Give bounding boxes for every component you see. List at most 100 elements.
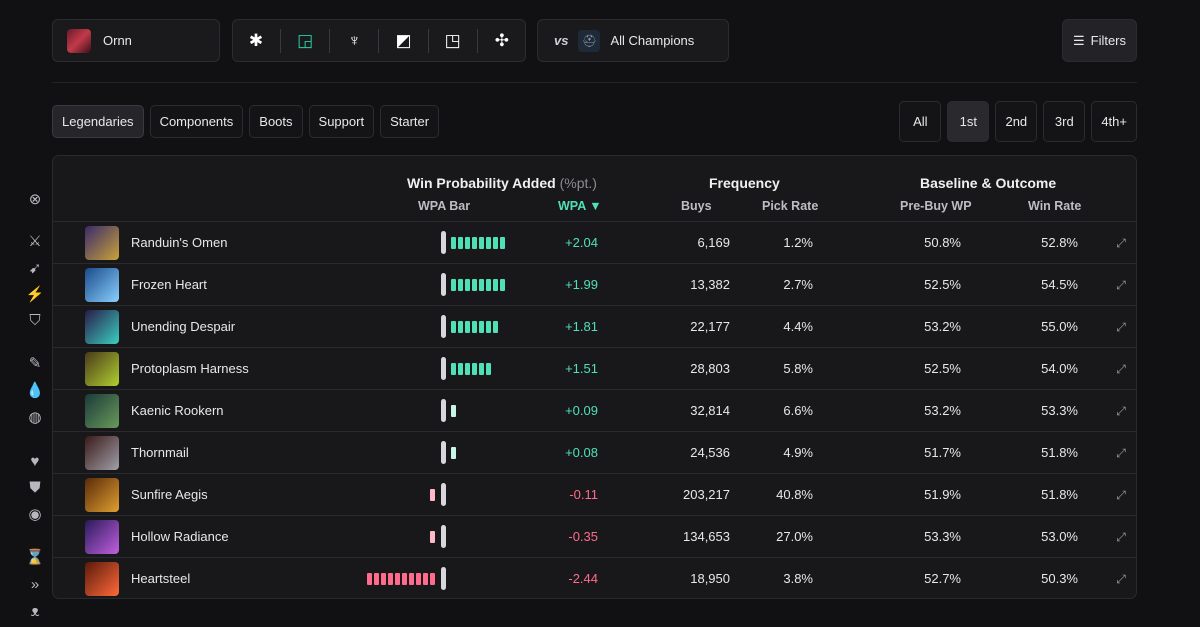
pre-buy-wp-header[interactable]: Pre-Buy WP [900, 199, 972, 213]
ability-haste-icon[interactable]: ⌛ [25, 549, 45, 566]
item-category-tabs: Legendaries Components Boots Support Starter [52, 105, 440, 138]
item-icon [85, 310, 119, 344]
wpa-bar-segment [430, 489, 435, 501]
move-speed-icon[interactable]: » [30, 576, 40, 593]
role-separator [280, 28, 282, 53]
wpa-bar-segment [486, 363, 491, 375]
order-tab-4th-plus[interactable]: 4th+ [1091, 101, 1137, 142]
champion-selector[interactable]: Ornn [52, 19, 220, 62]
health-icon[interactable]: ♥ [30, 453, 40, 470]
filters-button[interactable]: ☰ Filters [1062, 19, 1137, 62]
sliders-icon: ☰ [1072, 32, 1085, 48]
item-name: Kaenic Rookern [131, 403, 224, 418]
pick-rate-value: 1.2% [783, 235, 813, 250]
wpa-zero-axis [441, 525, 446, 548]
buys-header[interactable]: Buys [681, 199, 712, 213]
frequency-group-header: Frequency [709, 175, 780, 191]
wpa-zero-axis [441, 315, 446, 338]
wpa-bar-segment [493, 321, 498, 333]
attack-damage-icon[interactable]: ⚔ [28, 233, 42, 250]
order-tab-all[interactable]: All [899, 101, 942, 142]
wpa-value: -2.44 [568, 571, 598, 586]
item-icon [85, 268, 119, 302]
top-lane-icon[interactable]: ◲ [297, 30, 314, 50]
tab-boots[interactable]: Boots [249, 105, 303, 138]
armor-pen-icon[interactable]: ⛉ [29, 312, 41, 329]
table-row[interactable]: Kaenic Rookern +0.09 32,814 6.6% 53.2% 53.3% ⤢ [53, 389, 1136, 431]
tab-components[interactable]: Components [149, 105, 244, 138]
wpa-group-header: Win Probability Added (%pt.) [407, 175, 597, 191]
table-row[interactable]: Thornmail +0.08 24,536 4.9% 51.7% 51.8% ⤢ [53, 431, 1136, 473]
pick-rate-value: 4.4% [783, 319, 813, 334]
expand-icon[interactable]: ⤢ [1116, 236, 1126, 250]
bot-lane-icon[interactable]: ◳ [444, 30, 461, 50]
ability-power-icon[interactable]: ✎ [28, 355, 42, 372]
expand-icon[interactable]: ⤢ [1116, 488, 1126, 502]
champion-name: Ornn [103, 33, 132, 48]
wpa-bar-segment [416, 573, 421, 585]
table-row[interactable]: Protoplasm Harness +1.51 28,803 5.8% 52.5% 54… [53, 347, 1136, 389]
buys-value: 24,536 [690, 445, 730, 460]
order-tab-1st[interactable]: 1st [947, 101, 990, 142]
order-tab-2nd[interactable]: 2nd [995, 101, 1038, 142]
wpa-zero-axis [441, 567, 446, 590]
attack-speed-icon[interactable]: ➹ [28, 260, 42, 277]
table-row[interactable]: Heartsteel -2.44 18,950 3.8% 52.7% 50.3% ⤢ [53, 557, 1136, 598]
table-row[interactable]: Hollow Radiance -0.35 134,653 27.0% 53.3% 53.… [53, 515, 1136, 557]
armor-icon[interactable]: ⛊ [29, 479, 41, 496]
wpa-value: -0.35 [568, 529, 598, 544]
win-rate-header[interactable]: Win Rate [1028, 199, 1082, 213]
pick-rate-value: 6.6% [783, 403, 813, 418]
win-rate-value: 52.8% [1041, 235, 1078, 250]
tab-legendaries[interactable]: Legendaries [52, 105, 144, 138]
table-row[interactable]: Frozen Heart +1.99 13,382 2.7% 52.5% 54.5% ⤢ [53, 263, 1136, 305]
opponent-selector[interactable]: vs ⛑ All Champions [537, 19, 729, 62]
table-row[interactable]: Randuin's Omen +2.04 6,169 1.2% 50.8% 52.8% ⤢ [53, 221, 1136, 263]
tab-starter[interactable]: Starter [380, 105, 440, 138]
expand-icon[interactable]: ⤢ [1116, 320, 1126, 334]
magic-pen-icon[interactable]: ◍ [28, 409, 42, 426]
wpa-bar-segment [479, 237, 484, 249]
buys-value: 13,382 [690, 277, 730, 292]
wpa-bar-segment [472, 321, 477, 333]
tab-support[interactable]: Support [308, 105, 375, 138]
expand-icon[interactable]: ⤢ [1116, 404, 1126, 418]
item-icon [85, 436, 119, 470]
pre-buy-wp-value: 52.5% [924, 277, 961, 292]
mana-icon[interactable]: 💧 [25, 382, 45, 399]
expand-icon[interactable]: ⤢ [1116, 362, 1126, 376]
expand-icon[interactable]: ⤢ [1116, 530, 1126, 544]
jungle-icon[interactable]: ♆ [347, 30, 361, 50]
wpa-bar-segment [451, 237, 456, 249]
wpa-bar-segment [451, 447, 456, 459]
lifesteal-icon[interactable]: ᴥ [30, 603, 40, 620]
wpa-bar-segment [430, 531, 435, 543]
crit-icon[interactable]: ⚡ [25, 286, 45, 303]
asterisk-all-roles-icon[interactable]: ✱ [248, 30, 264, 50]
expand-icon[interactable]: ⤢ [1116, 572, 1126, 586]
wpa-bar-segment [472, 363, 477, 375]
item-icon [85, 562, 119, 596]
buys-value: 32,814 [690, 403, 730, 418]
wpa-bar-segment [451, 405, 456, 417]
wpa-value: +0.08 [565, 445, 598, 460]
table-row[interactable]: Unending Despair +1.81 22,177 4.4% 53.2% 55.0… [53, 305, 1136, 347]
mid-lane-icon[interactable]: ◩ [395, 30, 412, 50]
order-tab-3rd[interactable]: 3rd [1043, 101, 1086, 142]
wpa-zero-axis [441, 399, 446, 422]
pick-rate-header[interactable]: Pick Rate [762, 199, 819, 213]
wpa-sort-header[interactable]: WPA ▼ [558, 199, 602, 213]
wpa-bar-segment [458, 321, 463, 333]
opponent-name: All Champions [610, 33, 695, 48]
pre-buy-wp-value: 52.5% [924, 361, 961, 376]
support-icon[interactable]: ✣ [494, 30, 509, 50]
purchase-order-tabs: All 1st 2nd 3rd 4th+ [899, 101, 1137, 142]
expand-icon[interactable]: ⤢ [1116, 278, 1126, 292]
wpa-bar-segment [402, 573, 407, 585]
wpa-bar-segment [486, 321, 491, 333]
table-row[interactable]: Sunfire Aegis -0.11 203,217 40.8% 51.9% 51.8%… [53, 473, 1136, 515]
wpa-bar-segment [465, 237, 470, 249]
clear-filter-icon[interactable]: ⊗ [28, 191, 42, 208]
magic-resist-icon[interactable]: ◉ [28, 506, 42, 523]
expand-icon[interactable]: ⤢ [1116, 446, 1126, 460]
